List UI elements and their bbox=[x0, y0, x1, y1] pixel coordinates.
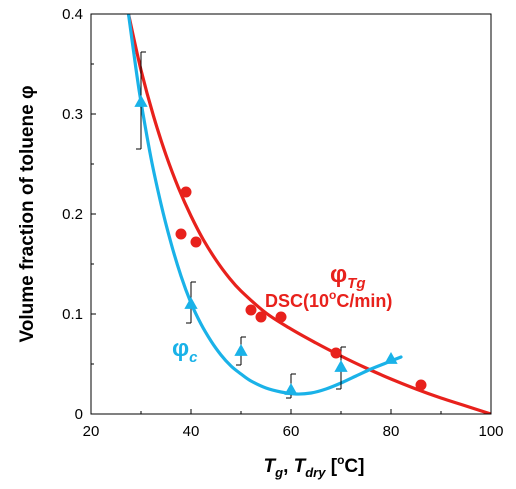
x-tick-label: 80 bbox=[383, 423, 400, 440]
data-point-circle bbox=[275, 311, 287, 323]
data-markers bbox=[134, 95, 427, 395]
axis-ticks: 20 40 60 80 100 0 0.1 0.2 0.3 0.4 bbox=[62, 6, 503, 440]
data-point-triangle bbox=[234, 344, 248, 356]
fit-line-1 bbox=[126, 14, 403, 396]
y-tick-label: 0.2 bbox=[62, 206, 83, 223]
data-point-circle bbox=[175, 228, 187, 240]
data-point-circle bbox=[190, 236, 202, 248]
fit-curves bbox=[126, 14, 491, 414]
y-tick-label: 0 bbox=[75, 406, 83, 423]
x-tick-label: 20 bbox=[83, 423, 100, 440]
data-point-triangle bbox=[184, 297, 198, 309]
data-point-triangle bbox=[384, 352, 398, 364]
data-point-triangle bbox=[284, 383, 298, 395]
dsc-label: DSC(10oC/min) bbox=[265, 288, 392, 311]
data-point-circle bbox=[415, 379, 427, 391]
phi-tg-label: φTg bbox=[330, 261, 366, 292]
y-tick-label: 0.3 bbox=[62, 106, 83, 123]
phi-c-label: φc bbox=[172, 335, 198, 366]
x-tick-label: 100 bbox=[478, 423, 503, 440]
data-point-circle bbox=[255, 311, 267, 323]
x-tick-label: 60 bbox=[283, 423, 300, 440]
data-point-triangle bbox=[134, 95, 148, 107]
y-tick-label: 0.4 bbox=[62, 6, 83, 23]
data-point-triangle bbox=[334, 360, 348, 372]
data-point-circle bbox=[180, 186, 192, 198]
fit-line-0 bbox=[126, 14, 491, 414]
plot-frame bbox=[90, 13, 492, 415]
y-tick-label: 0.1 bbox=[62, 306, 83, 323]
x-axis-label: Tg, Tdry [oC] bbox=[264, 453, 365, 480]
y-axis-label: Volume fraction of toluene φ bbox=[17, 85, 38, 342]
x-tick-label: 40 bbox=[183, 423, 200, 440]
data-point-circle bbox=[330, 347, 342, 359]
data-point-circle bbox=[245, 304, 257, 316]
